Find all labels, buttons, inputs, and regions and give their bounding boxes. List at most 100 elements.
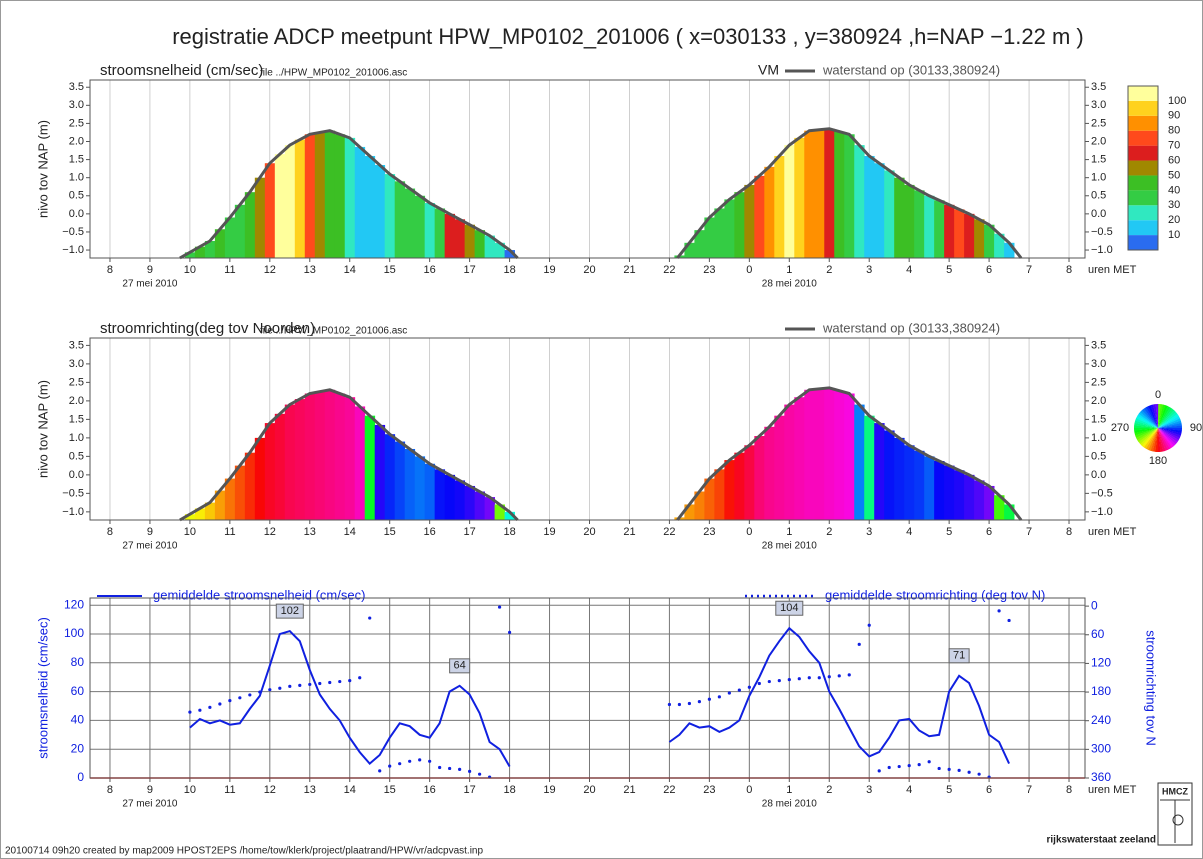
- x-tick-label: 16: [424, 264, 436, 276]
- x-tick-label: 15: [384, 526, 396, 538]
- x-tick-label: 6: [986, 784, 992, 796]
- heat-cell: [414, 195, 426, 258]
- x-tick-label: 9: [147, 264, 153, 276]
- colorbar-swatch: [1128, 190, 1158, 206]
- colorbar-swatch: [1128, 115, 1158, 131]
- colorbar-frame: [1127, 85, 1159, 251]
- wheel-wedge: [1143, 428, 1158, 449]
- heat-cell: [304, 393, 316, 520]
- y2-tick-label: 360: [1091, 770, 1111, 784]
- heat-cell: [394, 181, 406, 258]
- colorbar-swatch: [1128, 175, 1158, 191]
- x-tick-label: 18: [503, 526, 515, 538]
- heat-cell: [834, 131, 845, 258]
- heat-cell: [894, 177, 905, 258]
- wheel-wedge: [1137, 413, 1158, 428]
- x-tick-label: 12: [264, 526, 276, 538]
- wheel-wedge: [1135, 428, 1158, 440]
- wheel-wedge: [1143, 407, 1158, 428]
- heat-cell: [994, 233, 1005, 258]
- heat-cell: [954, 470, 965, 520]
- heat-cell: [874, 163, 885, 258]
- heat-cell: [804, 130, 815, 258]
- heat-cell: [194, 508, 206, 520]
- y2-tick-label: 0.5: [1091, 190, 1106, 202]
- heat-cell: [754, 175, 765, 258]
- x-tick-label: 11: [224, 264, 235, 276]
- heat-cell: [794, 397, 805, 520]
- y2-tick-label: −0.5: [1091, 487, 1113, 499]
- y-tick-label: 20: [71, 741, 85, 755]
- wheel-wedge: [1135, 418, 1158, 428]
- y2-tick-label: 0.5: [1091, 450, 1106, 462]
- heat-cell: [844, 393, 855, 520]
- heat-cell: [724, 199, 735, 258]
- direction-dot: [947, 767, 951, 772]
- x-tick-label: 2: [826, 264, 832, 276]
- direction-dot: [218, 702, 222, 706]
- heat-cell: [314, 391, 326, 520]
- x-axis-unit: uren MET: [1088, 526, 1137, 538]
- wheel-wedge: [1134, 420, 1158, 428]
- wheel-wedge: [1140, 410, 1158, 428]
- heat-cell: [714, 208, 725, 258]
- heat-cell: [344, 137, 356, 258]
- y2-tick-label: 2.0: [1091, 395, 1106, 407]
- y-axis-label: nivo tov NAP (m): [35, 380, 50, 478]
- heat-cell: [964, 474, 975, 520]
- x-tick-label: 0: [746, 526, 752, 538]
- wheel-wedge: [1158, 416, 1181, 428]
- page-title: registratie ADCP meetpunt HPW_MP0102_201…: [172, 24, 1084, 49]
- heat-cell: [874, 423, 885, 520]
- heat-cell: [994, 495, 1005, 520]
- x-axis-unit: uren MET: [1088, 784, 1137, 796]
- logo-name: HMCZ: [1162, 786, 1188, 796]
- speed-line: [189, 626, 1011, 768]
- y2-tick-label: 1.0: [1091, 432, 1106, 444]
- x-tick-label: 21: [623, 526, 635, 538]
- colorbar-swatch: [1128, 100, 1158, 116]
- direction-dot: [288, 684, 292, 688]
- direction-dot: [358, 676, 362, 680]
- heat-cell: [774, 415, 785, 520]
- x-tick-label: 17: [463, 784, 475, 796]
- direction-dot: [348, 678, 352, 683]
- direction-dot: [877, 769, 881, 773]
- x-tick-label: 22: [663, 526, 675, 538]
- heat-cell: [284, 404, 296, 520]
- plot-frame: [89, 597, 1086, 779]
- heat-cell: [834, 390, 845, 520]
- heat-cell: [204, 240, 216, 258]
- direction-dot: [448, 766, 452, 771]
- y2-tick-label: 3.5: [1091, 81, 1106, 93]
- y-tick-label: 1.0: [69, 172, 84, 184]
- x-tick-label: 4: [906, 784, 912, 796]
- heat-cell: [724, 460, 735, 520]
- wheel-wedge: [1137, 428, 1158, 443]
- direction-dot: [378, 769, 382, 773]
- heat-cell: [764, 426, 775, 520]
- x-tick-label: 5: [946, 264, 952, 276]
- heat-cell: [424, 463, 436, 520]
- direction-dot: [837, 674, 841, 678]
- heat-cell: [934, 200, 945, 258]
- heat-cell: [484, 235, 495, 258]
- heat-cell: [224, 478, 236, 520]
- heat-cell: [234, 465, 246, 520]
- direction-dot: [278, 686, 282, 690]
- x-tick-label: 19: [543, 784, 555, 796]
- direction-dot: [897, 764, 901, 769]
- wheel-wedge: [1158, 428, 1170, 451]
- colorbar-swatch: [1128, 205, 1158, 221]
- wheel-wedge: [1158, 428, 1175, 448]
- heat-cell: [344, 397, 356, 520]
- direction-dot: [967, 770, 971, 774]
- heat-cell: [904, 445, 915, 520]
- heat-cell: [494, 504, 505, 520]
- wheel-wedge: [1155, 404, 1159, 428]
- wheel-wedge: [1141, 408, 1158, 428]
- x-tick-label: 19: [543, 264, 555, 276]
- direction-dot: [338, 679, 342, 684]
- x-tick-label: 1: [786, 526, 792, 538]
- value-label: 71: [953, 650, 965, 662]
